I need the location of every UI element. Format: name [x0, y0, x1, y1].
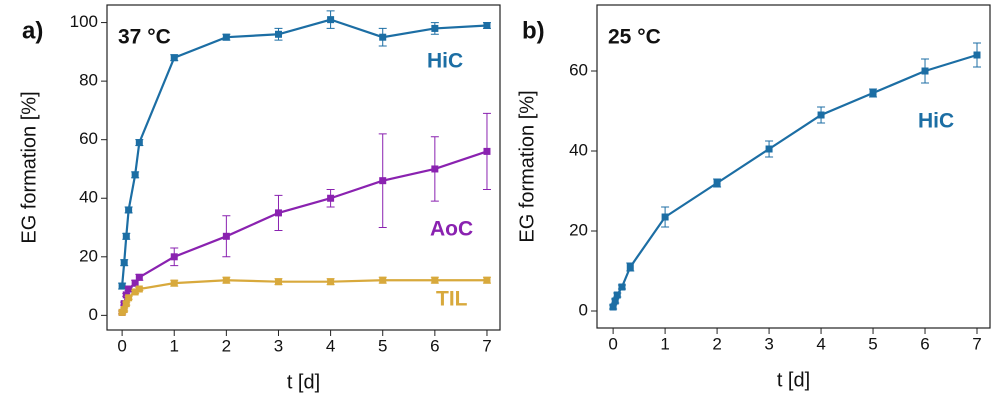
data-point — [131, 279, 139, 287]
data-point — [626, 263, 634, 271]
y-tick-label: 60 — [569, 60, 588, 79]
y-tick-label: 40 — [79, 188, 98, 207]
x-tick-label: 2 — [222, 336, 231, 355]
data-point — [379, 276, 387, 284]
data-point — [125, 294, 133, 302]
x-tick-label: 6 — [430, 336, 439, 355]
data-point — [611, 297, 619, 305]
data-point — [135, 285, 143, 293]
data-point — [170, 253, 178, 261]
data-point — [222, 33, 230, 41]
data-point — [122, 232, 130, 240]
data-point — [483, 276, 491, 284]
y-tick-label: 60 — [79, 129, 98, 148]
y-axis-label: EG formation [%] — [18, 91, 40, 243]
data-point — [274, 209, 282, 217]
panel-label: b) — [522, 17, 545, 44]
x-tick-label: 3 — [764, 334, 773, 353]
x-tick-label: 3 — [274, 336, 283, 355]
series-line — [612, 53, 978, 308]
panel-label: a) — [22, 17, 43, 44]
data-point — [222, 276, 230, 284]
data-point — [170, 54, 178, 62]
data-point — [713, 179, 721, 187]
data-point — [327, 278, 335, 286]
data-point — [609, 303, 617, 311]
data-point — [661, 213, 669, 221]
data-point — [431, 276, 439, 284]
x-tick-label: 7 — [482, 336, 491, 355]
x-tick-label: 1 — [660, 334, 669, 353]
x-tick-label: 1 — [170, 336, 179, 355]
y-tick-label: 0 — [579, 300, 588, 319]
annotation: 37 °C — [118, 26, 171, 49]
x-tick-label: 5 — [868, 334, 877, 353]
y-tick-label: 100 — [70, 12, 98, 31]
data-point — [135, 139, 143, 147]
data-point — [869, 89, 877, 97]
x-tick-label: 0 — [608, 334, 617, 353]
data-point — [973, 51, 981, 59]
x-tick-label: 4 — [816, 334, 825, 353]
data-point — [120, 259, 128, 267]
data-point — [274, 30, 282, 38]
y-tick-label: 20 — [79, 246, 98, 265]
plot-frame — [106, 4, 501, 331]
data-point — [125, 206, 133, 214]
data-point — [618, 283, 626, 291]
data-point — [483, 21, 491, 29]
plot-frame — [596, 4, 991, 329]
data-point — [379, 177, 387, 185]
x-tick-label: 6 — [920, 334, 929, 353]
data-point — [431, 165, 439, 173]
legend-label: AoC — [430, 218, 473, 241]
data-point — [131, 171, 139, 179]
data-point — [120, 306, 128, 314]
data-point — [170, 279, 178, 287]
data-point — [817, 111, 825, 119]
data-point — [135, 273, 143, 281]
data-point — [118, 282, 126, 290]
data-point — [483, 147, 491, 155]
data-point — [222, 232, 230, 240]
x-tick-label: 7 — [972, 334, 981, 353]
data-point — [379, 33, 387, 41]
y-tick-label: 80 — [79, 71, 98, 90]
x-tick-label: 4 — [326, 336, 335, 355]
data-point — [131, 288, 139, 296]
data-point — [765, 145, 773, 153]
legend-label: TIL — [436, 288, 468, 311]
x-tick-label: 0 — [117, 336, 126, 355]
x-axis-label: t [d] — [287, 371, 320, 393]
y-tick-label: 40 — [569, 140, 588, 159]
y-tick-label: 20 — [569, 220, 588, 239]
data-point — [327, 16, 335, 24]
legend-label: HiC — [918, 110, 954, 133]
y-tick-label: 0 — [89, 305, 98, 324]
x-axis-label: t [d] — [777, 369, 810, 391]
data-point — [613, 291, 621, 299]
data-point — [921, 67, 929, 75]
y-axis-label: EG formation [%] — [516, 90, 538, 242]
data-point — [125, 285, 133, 293]
legend-label: HiC — [427, 50, 463, 73]
x-tick-label: 2 — [712, 334, 721, 353]
annotation: 25 °C — [608, 26, 661, 49]
data-point — [274, 278, 282, 286]
x-tick-label: 5 — [378, 336, 387, 355]
data-point — [122, 300, 130, 308]
data-point — [431, 24, 439, 32]
data-point — [327, 194, 335, 202]
